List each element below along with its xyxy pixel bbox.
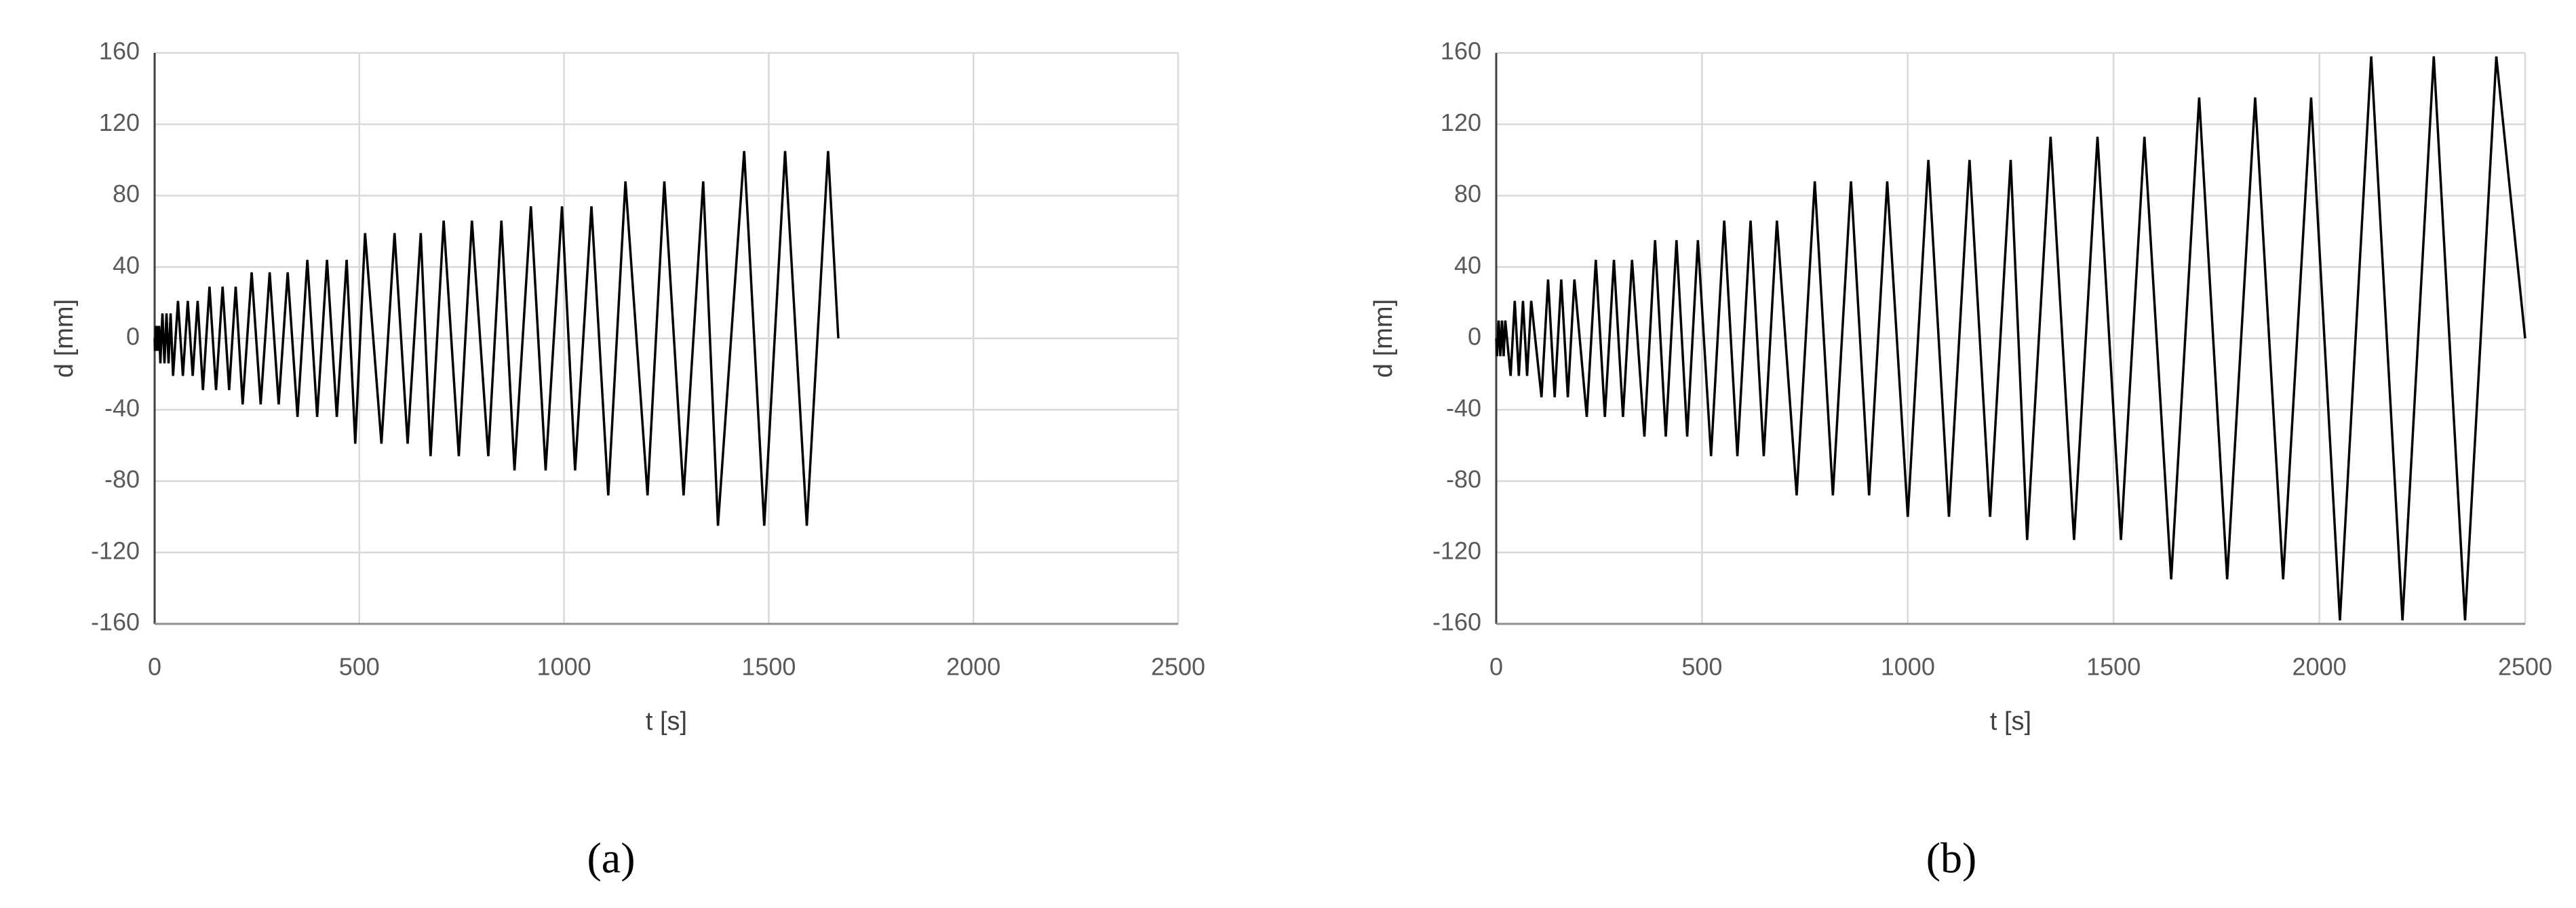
panel-label: (a) <box>587 834 635 882</box>
y-tick-label: -40 <box>104 394 140 422</box>
y-axis-title: d [mm] <box>1369 299 1398 378</box>
y-tick-label: -40 <box>1446 394 1481 422</box>
x-tick-label: 500 <box>339 653 380 681</box>
y-tick-label: 40 <box>113 251 140 279</box>
y-tick-label: 0 <box>1468 323 1481 351</box>
y-tick-label: -80 <box>104 465 140 493</box>
x-tick-label: 1000 <box>537 653 591 681</box>
x-tick-label: 2500 <box>1151 653 1205 681</box>
y-tick-label: -160 <box>91 608 140 636</box>
x-tick-label: 1500 <box>741 653 796 681</box>
y-tick-label: -160 <box>1432 608 1481 636</box>
y-tick-label: 40 <box>1454 251 1481 279</box>
x-tick-label: 0 <box>1489 653 1503 681</box>
x-tick-label: 500 <box>1681 653 1722 681</box>
x-tick-label: 2500 <box>2498 653 2552 681</box>
y-tick-label: -120 <box>91 536 140 564</box>
y-axis-title: d [mm] <box>50 299 79 378</box>
x-axis-title: t [s] <box>646 707 687 736</box>
y-tick-label: 80 <box>113 180 140 208</box>
x-axis-title: t [s] <box>1990 707 2031 736</box>
panel-label: (b) <box>1926 834 1977 882</box>
y-tick-label: 160 <box>1441 37 1481 65</box>
y-tick-label: -120 <box>1432 536 1481 564</box>
x-tick-label: 1500 <box>2086 653 2141 681</box>
y-tick-label: 80 <box>1454 180 1481 208</box>
y-tick-label: 120 <box>99 108 140 136</box>
x-tick-label: 1000 <box>1881 653 1935 681</box>
y-tick-label: -80 <box>1446 465 1481 493</box>
x-tick-label: 2000 <box>2292 653 2347 681</box>
x-tick-label: 0 <box>148 653 161 681</box>
data-line <box>153 151 840 526</box>
y-tick-label: 160 <box>99 37 140 65</box>
x-tick-label: 2000 <box>946 653 1000 681</box>
y-tick-label: 0 <box>126 323 140 351</box>
y-tick-label: 120 <box>1441 108 1481 136</box>
data-line <box>1495 56 2526 620</box>
